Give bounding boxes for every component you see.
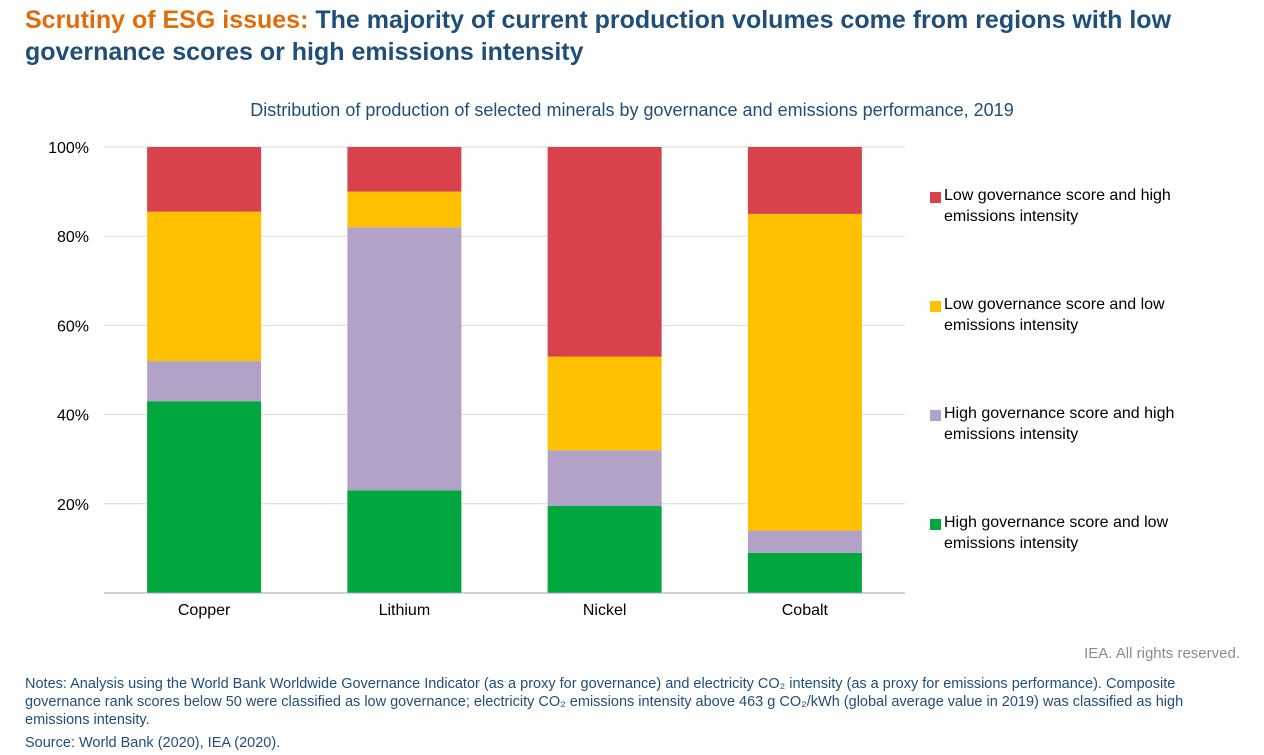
y-tick-label: 40% (57, 408, 89, 425)
x-tick-label: Lithium (379, 602, 431, 619)
bar-segment (547, 356, 662, 451)
legend-swatch (930, 192, 941, 203)
x-tick-label: Copper (178, 602, 231, 619)
bar-segment (547, 506, 662, 593)
bar-segment (147, 211, 262, 362)
headline-title: The majority of current production volum… (25, 6, 1172, 66)
y-tick-label: 80% (57, 229, 89, 246)
notes: Notes: Analysis using the World Bank Wor… (25, 676, 1184, 728)
bar-segment (347, 227, 462, 491)
x-tick-label: Nickel (583, 602, 627, 619)
bar-segment (547, 450, 662, 507)
bar-segment (547, 147, 662, 357)
rights-notice: IEA. All rights reserved. (1084, 645, 1240, 662)
bar-segment (147, 401, 262, 593)
bar-segment (747, 530, 862, 553)
bar-segment (747, 552, 862, 593)
legend-swatch (930, 301, 941, 312)
source: Source: World Bank (2020), IEA (2020). (25, 735, 281, 751)
legend-label: High governance score and low emissions … (944, 514, 1169, 552)
bar-segment (147, 361, 262, 402)
chart-title: Distribution of production of selected m… (250, 100, 1014, 120)
y-tick-label: 20% (57, 497, 89, 514)
legend-label: Low governance score and high emissions … (944, 187, 1171, 225)
page-headline: Scrutiny of ESG issues: The majority of … (25, 4, 1235, 68)
bar-segment (347, 147, 462, 192)
bar-segment (147, 147, 262, 212)
y-tick-label: 60% (57, 318, 89, 335)
headline-accent: Scrutiny of ESG issues: (25, 6, 309, 34)
bar-segment (747, 147, 862, 214)
x-tick-label: Cobalt (782, 602, 829, 619)
bar-segment (347, 191, 462, 228)
legend-swatch (930, 410, 941, 421)
legend-label: High governance score and high emissions… (944, 405, 1175, 443)
legend-label: Low governance score and low emissions i… (944, 296, 1165, 334)
legend-swatch (930, 519, 941, 530)
y-tick-label: 100% (48, 140, 89, 157)
bar-segment (747, 213, 862, 531)
bar-segment (347, 490, 462, 593)
